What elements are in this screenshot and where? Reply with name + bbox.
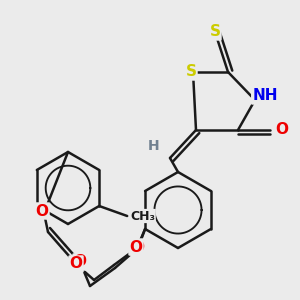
Text: O: O [130,239,142,254]
Text: NH: NH [252,88,278,104]
Text: S: S [185,64,197,80]
Text: H: H [148,139,160,153]
Text: O: O [74,254,86,269]
Text: S: S [209,25,220,40]
Text: O: O [131,241,145,256]
Text: CH₃: CH₃ [130,209,155,223]
Text: O: O [70,256,83,272]
Text: O: O [275,122,289,137]
Text: O: O [35,203,49,218]
